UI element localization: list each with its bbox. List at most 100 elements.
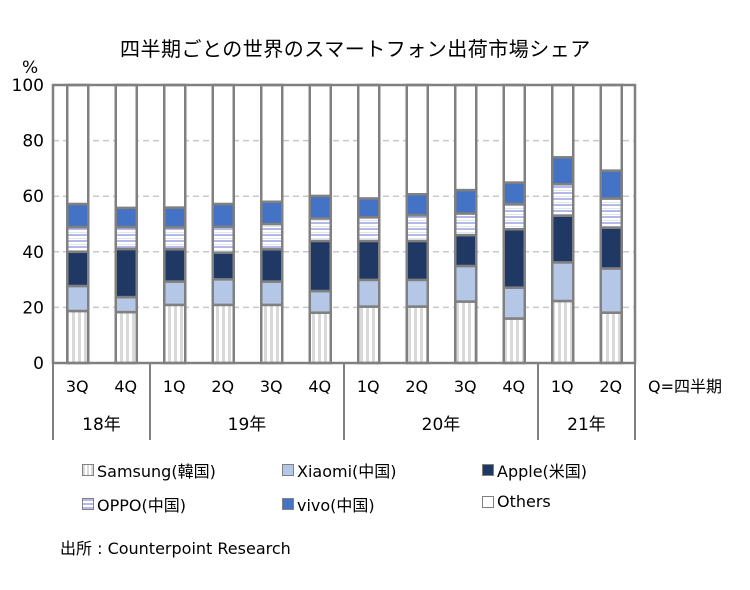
bars bbox=[66, 83, 623, 365]
legend-swatch bbox=[82, 498, 94, 510]
year-label: 21年 bbox=[567, 415, 606, 435]
x-axis-note: Q=四半期 bbox=[648, 377, 723, 396]
legend-label: OPPO(中国) bbox=[97, 496, 186, 515]
y-axis-labels: 0 20 40 60 80 100 bbox=[12, 76, 44, 374]
year-label: 19年 bbox=[228, 415, 267, 435]
x-tick-label: 2Q bbox=[599, 377, 622, 396]
legend-item: Xiaomi(中国) bbox=[282, 458, 397, 482]
bar-segment-xiaomi bbox=[599, 267, 623, 314]
bar-segment-others bbox=[163, 83, 187, 209]
bar-segment-vivo bbox=[551, 156, 575, 186]
legend-item: OPPO(中国) bbox=[82, 492, 186, 516]
legend-item: vivo(中国) bbox=[282, 492, 375, 516]
y-axis-unit: % bbox=[22, 58, 39, 78]
x-tick-label: 3Q bbox=[454, 377, 477, 396]
bar-segment-xiaomi bbox=[114, 295, 138, 314]
y-tick-label: 100 bbox=[12, 76, 44, 96]
bar-segment-oppo bbox=[163, 226, 187, 251]
bar-segment-apple bbox=[357, 239, 381, 282]
bar-segment-oppo bbox=[551, 182, 575, 217]
bar-segment-apple bbox=[211, 251, 235, 281]
y-tick-label: 80 bbox=[22, 132, 44, 152]
bar-stack bbox=[551, 83, 575, 365]
bar-segment-others bbox=[260, 83, 284, 204]
bar-stack bbox=[357, 83, 381, 365]
bar-segment-oppo bbox=[114, 225, 138, 251]
axes bbox=[51, 83, 637, 440]
bar-segment-vivo bbox=[211, 202, 235, 229]
bar-segment-apple bbox=[551, 214, 575, 264]
year-label: 18年 bbox=[82, 415, 121, 435]
legend-item: Others bbox=[482, 492, 551, 511]
bar-segment-apple bbox=[163, 248, 187, 283]
bar-segment-vivo bbox=[66, 202, 90, 229]
bar-segment-xiaomi bbox=[163, 280, 187, 307]
bar-segment-vivo bbox=[114, 206, 138, 229]
legend-item: Apple(米国) bbox=[482, 458, 587, 482]
bar-segment-others bbox=[66, 83, 90, 206]
legend-swatch bbox=[282, 464, 294, 476]
plot-frame bbox=[51, 83, 637, 365]
year-label: 20年 bbox=[422, 415, 461, 435]
bar-segment-samsung bbox=[551, 299, 575, 365]
bar-segment-samsung bbox=[163, 303, 187, 365]
bar-segment-oppo bbox=[502, 202, 526, 231]
y-tick-label: 20 bbox=[22, 298, 44, 318]
bar-segment-xiaomi bbox=[454, 264, 478, 303]
bar-segment-others bbox=[454, 83, 478, 192]
legend-swatch bbox=[282, 498, 294, 510]
bar-segment-xiaomi bbox=[211, 278, 235, 307]
bar-segment-others bbox=[405, 83, 429, 196]
bar-stack bbox=[260, 83, 284, 365]
bar-segment-vivo bbox=[163, 206, 187, 229]
bar-segment-samsung bbox=[308, 311, 332, 365]
y-tick-label: 0 bbox=[33, 354, 44, 374]
legend-label: vivo(中国) bbox=[297, 496, 375, 515]
bar-segment-oppo bbox=[405, 213, 429, 243]
bar-segment-vivo bbox=[502, 181, 526, 206]
x-tick-label: 2Q bbox=[211, 377, 234, 396]
bar-segment-xiaomi bbox=[502, 286, 526, 320]
bar-segment-others bbox=[308, 83, 332, 198]
x-tick-label: 3Q bbox=[260, 377, 283, 396]
x-tick-label: 4Q bbox=[502, 377, 525, 396]
bar-stack bbox=[502, 83, 526, 365]
legend-label: Samsung(韓国) bbox=[97, 462, 216, 481]
bar-stack bbox=[405, 83, 429, 365]
bar-segment-samsung bbox=[66, 309, 90, 365]
bar-segment-others bbox=[357, 83, 381, 200]
legend-swatch bbox=[482, 495, 494, 508]
bar-segment-apple bbox=[114, 247, 138, 299]
bar-segment-samsung bbox=[454, 300, 478, 365]
x-tick-label: 1Q bbox=[357, 377, 380, 396]
legend-swatch bbox=[482, 464, 494, 476]
x-axis-labels: 18年 19年 20年 21年 3Q 4Q 1Q 2Q 3Q 4Q 1Q 2Q 3Q 4Q 1Q 2Q bbox=[66, 377, 622, 435]
bar-segment-samsung bbox=[114, 310, 138, 365]
legend-item: Samsung(韓国) bbox=[82, 458, 216, 482]
legend-swatch bbox=[82, 464, 94, 476]
bar-segment-xiaomi bbox=[551, 261, 575, 303]
x-tick-label: 4Q bbox=[114, 377, 137, 396]
bar-segment-oppo bbox=[357, 216, 381, 243]
bar-segment-samsung bbox=[405, 305, 429, 365]
x-tick-label: 1Q bbox=[551, 377, 574, 396]
bar-stack bbox=[454, 83, 478, 365]
bar-segment-oppo bbox=[260, 222, 284, 251]
bar-segment-xiaomi bbox=[308, 289, 332, 314]
y-tick-label: 40 bbox=[22, 243, 44, 263]
bar-segment-oppo bbox=[66, 225, 90, 254]
bar-segment-vivo bbox=[405, 193, 429, 217]
legend-label: Xiaomi(中国) bbox=[297, 462, 397, 481]
legend-label: Others bbox=[497, 492, 551, 511]
bar-segment-vivo bbox=[357, 197, 381, 219]
bar-segment-apple bbox=[66, 250, 90, 288]
bar-stack bbox=[66, 83, 90, 365]
bar-segment-oppo bbox=[211, 225, 235, 254]
bar-segment-apple bbox=[308, 239, 332, 293]
bar-segment-samsung bbox=[599, 311, 623, 365]
bar-segment-apple bbox=[260, 248, 284, 283]
chart-title: 四半期ごとの世界のスマートフォン出荷市場シェア bbox=[120, 37, 591, 61]
bar-segment-apple bbox=[405, 239, 429, 282]
bar-segment-others bbox=[114, 83, 138, 210]
